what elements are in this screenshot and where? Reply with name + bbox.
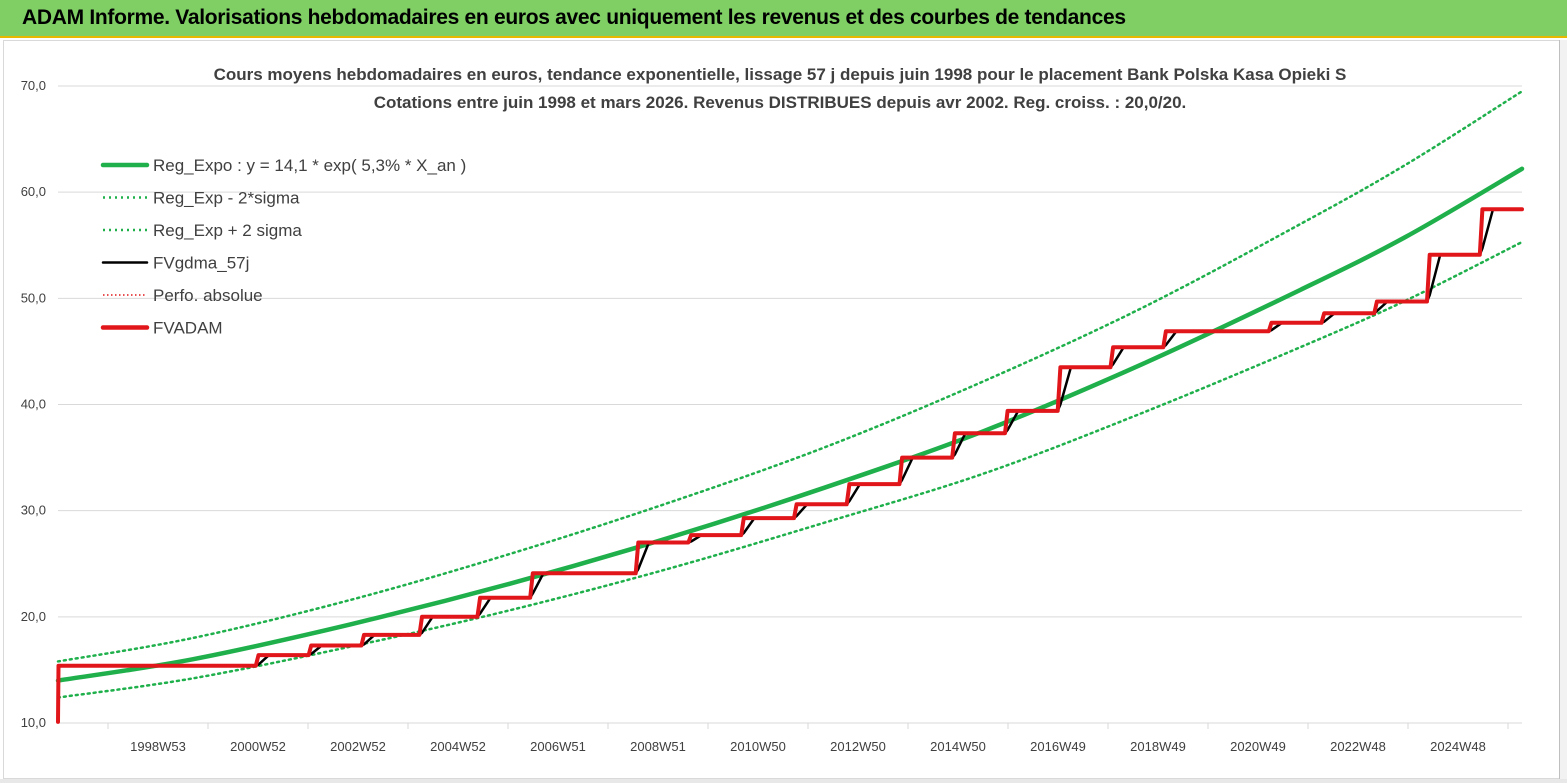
chart-title-line1: Cours moyens hebdomadaires en euros, ten…	[214, 65, 1347, 84]
y-tick-label: 10,0	[21, 715, 46, 730]
legend: Reg_Expo : y = 14,1 * exp( 5,3% * X_an )…	[100, 156, 466, 338]
x-tick-label: 2022W48	[1330, 739, 1386, 754]
chart-title-line2: Cotations entre juin 1998 et mars 2026. …	[374, 93, 1187, 112]
y-tick-label: 40,0	[21, 397, 46, 412]
x-tick-label: 2006W51	[530, 739, 586, 754]
series-fvadam	[56, 207, 1524, 724]
x-tick-label: 2024W48	[1430, 739, 1486, 754]
axis-labels: 10,0 20,0 30,0 40,0 50,0 60,0 70,0 1998W53 2000W…	[21, 78, 1486, 754]
series-reg_plus	[56, 90, 1524, 663]
x-tick-label: 2004W52	[430, 739, 486, 754]
x-tick-label: 2010W50	[730, 739, 786, 754]
legend-label-reg_expo: Reg_Expo : y = 14,1 * exp( 5,3% * X_an )	[153, 156, 466, 175]
series-fv_gdma	[56, 207, 1524, 724]
gridlines	[58, 85, 1522, 729]
x-tick-label: 1998W53	[130, 739, 186, 754]
x-tick-label: 2012W50	[830, 739, 886, 754]
y-tick-label: 20,0	[21, 609, 46, 624]
x-tick-label: 2020W49	[1230, 739, 1286, 754]
x-tick-label: 2018W49	[1130, 739, 1186, 754]
x-tick-label: 2016W49	[1030, 739, 1086, 754]
y-tick-label: 70,0	[21, 78, 46, 93]
y-tick-label: 50,0	[21, 290, 46, 305]
y-tick-label: 30,0	[21, 503, 46, 518]
legend-label-fv_gdma: FVgdma_57j	[153, 254, 249, 273]
series-reg_minus	[56, 240, 1524, 699]
legend-label-fvadam: FVADAM	[153, 319, 223, 338]
x-tick-label: 2008W51	[630, 739, 686, 754]
page-title: ADAM Informe. Valorisations hebdomadaire…	[22, 6, 1126, 29]
legend-label-reg_plus: Reg_Exp + 2 sigma	[153, 221, 302, 240]
y-tick-label: 60,0	[21, 184, 46, 199]
series-layer	[55, 90, 1525, 724]
x-tick-label: 2014W50	[930, 739, 986, 754]
page-header: ADAM Informe. Valorisations hebdomadaire…	[0, 0, 1567, 38]
x-tick-label: 2002W52	[330, 739, 386, 754]
legend-label-reg_minus: Reg_Exp - 2*sigma	[153, 189, 300, 208]
series-reg_expo	[55, 166, 1525, 683]
scrollbar[interactable]	[1559, 40, 1567, 783]
x-tick-label: 2000W52	[230, 739, 286, 754]
legend-label-perfo: Perfo. absolue	[153, 286, 263, 305]
bottom-divider	[0, 779, 1567, 783]
